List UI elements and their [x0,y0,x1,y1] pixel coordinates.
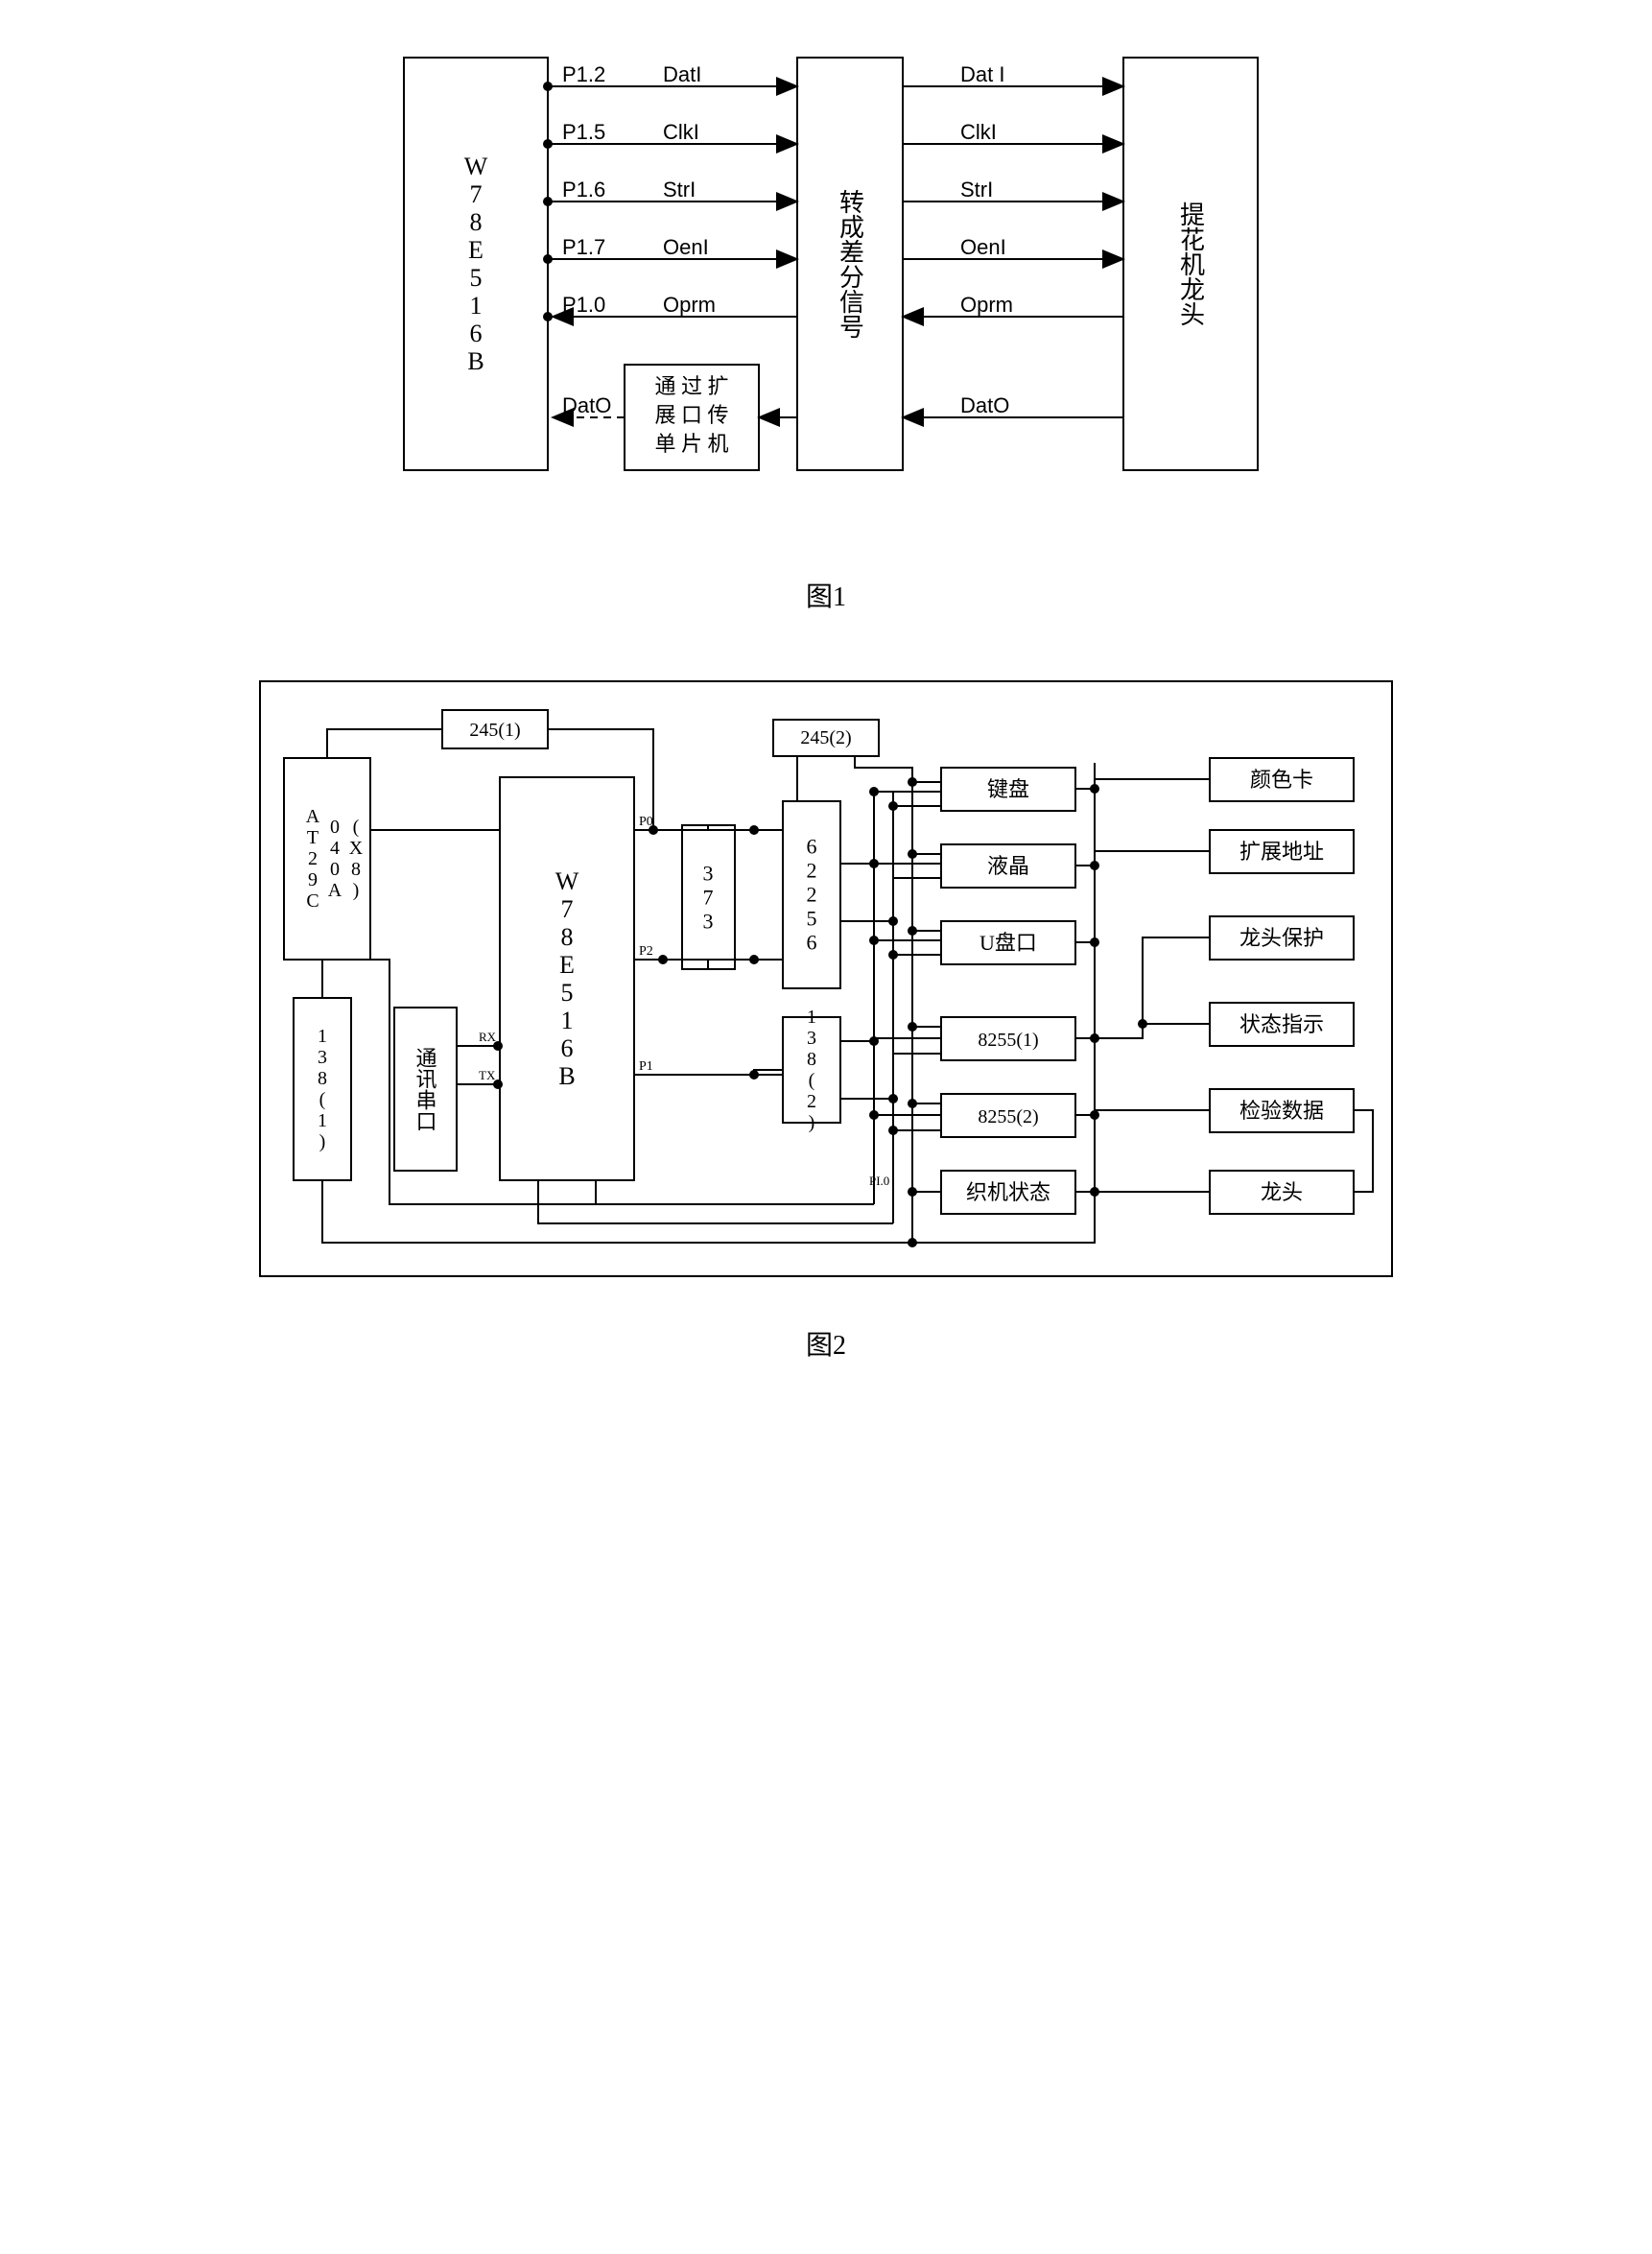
svg-text:P0: P0 [639,815,653,829]
sigL-1: ClkI [663,120,699,144]
svg-text:状态指示: 状态指示 [1239,1012,1324,1036]
figure2-caption: 图2 [38,1324,1614,1363]
expander-l2: 展 口 传 [654,403,728,427]
svg-text:W78E516B: W78E516B [554,867,581,1090]
svg-text:通讯串口: 通讯串口 [413,1047,437,1131]
pin-4: P1.0 [562,293,605,317]
svg-text:138(1): 138(1) [312,1026,333,1152]
head-label: 提花机龙头 [1177,202,1205,326]
sigR-2: StrI [960,178,993,202]
sigL-4: Oprm [663,293,716,317]
svg-text:键盘: 键盘 [987,777,1029,801]
pin-3: P1.7 [562,235,605,259]
sigL-2: StrI [663,178,696,202]
svg-text:颜色卡: 颜色卡 [1250,768,1313,792]
svg-text:TX: TX [479,1068,496,1082]
sigR-5: DatO [960,393,1009,417]
svg-text:P2: P2 [639,944,653,959]
mcu-label: W78E516B [462,153,490,375]
svg-text:龙头: 龙头 [1261,1180,1303,1204]
sigR-0: Dat I [960,62,1004,86]
figure1-caption: 图1 [38,576,1614,614]
sigL-0: DatI [663,62,701,86]
pin-1: P1.5 [562,120,605,144]
svg-text:龙头保护: 龙头保护 [1239,926,1324,950]
svg-text:液晶: 液晶 [987,854,1029,878]
svg-text:245(1): 245(1) [469,720,520,741]
svg-text:AT29C: AT29C [302,806,323,912]
svg-text:245(2): 245(2) [800,727,851,748]
sigL-3: OenI [663,235,709,259]
svg-text:检验数据: 检验数据 [1239,1099,1324,1123]
figure-1: W78E516B 转成差分信号 提花机龙头 通 过 扩 展 口 传 单 片 机 … [346,38,1306,537]
expander-l1: 通 过 扩 [654,374,728,398]
pin-0: P1.2 [562,62,605,86]
svg-text:8255(2): 8255(2) [978,1106,1038,1127]
expander-l3: 单 片 机 [654,432,728,456]
svg-text:U盘口: U盘口 [979,931,1037,955]
svg-text:扩展地址: 扩展地址 [1239,840,1324,864]
pin-2: P1.6 [562,178,605,202]
sigR-3: OenI [960,235,1006,259]
svg-text:040A: 040A [324,817,345,901]
sigR-1: ClkI [960,120,997,144]
svg-text:138(2): 138(2) [801,1007,822,1133]
diff-label: 转成差分信号 [837,189,864,339]
svg-text:织机状态: 织机状态 [966,1180,1050,1204]
dato-left: DatO [562,393,611,417]
figure-2: AT29C 040A (X8) 138(1) 通讯串口 W78E516B 245… [250,672,1402,1286]
svg-text:RX: RX [479,1030,497,1044]
svg-text:(X8): (X8) [345,817,366,901]
svg-text:PI.0: PI.0 [869,1174,889,1188]
svg-text:373: 373 [696,862,720,934]
sigR-4: Oprm [960,293,1013,317]
svg-text:62256: 62256 [800,835,824,955]
svg-text:8255(1): 8255(1) [978,1030,1038,1051]
svg-text:P1: P1 [639,1059,653,1074]
